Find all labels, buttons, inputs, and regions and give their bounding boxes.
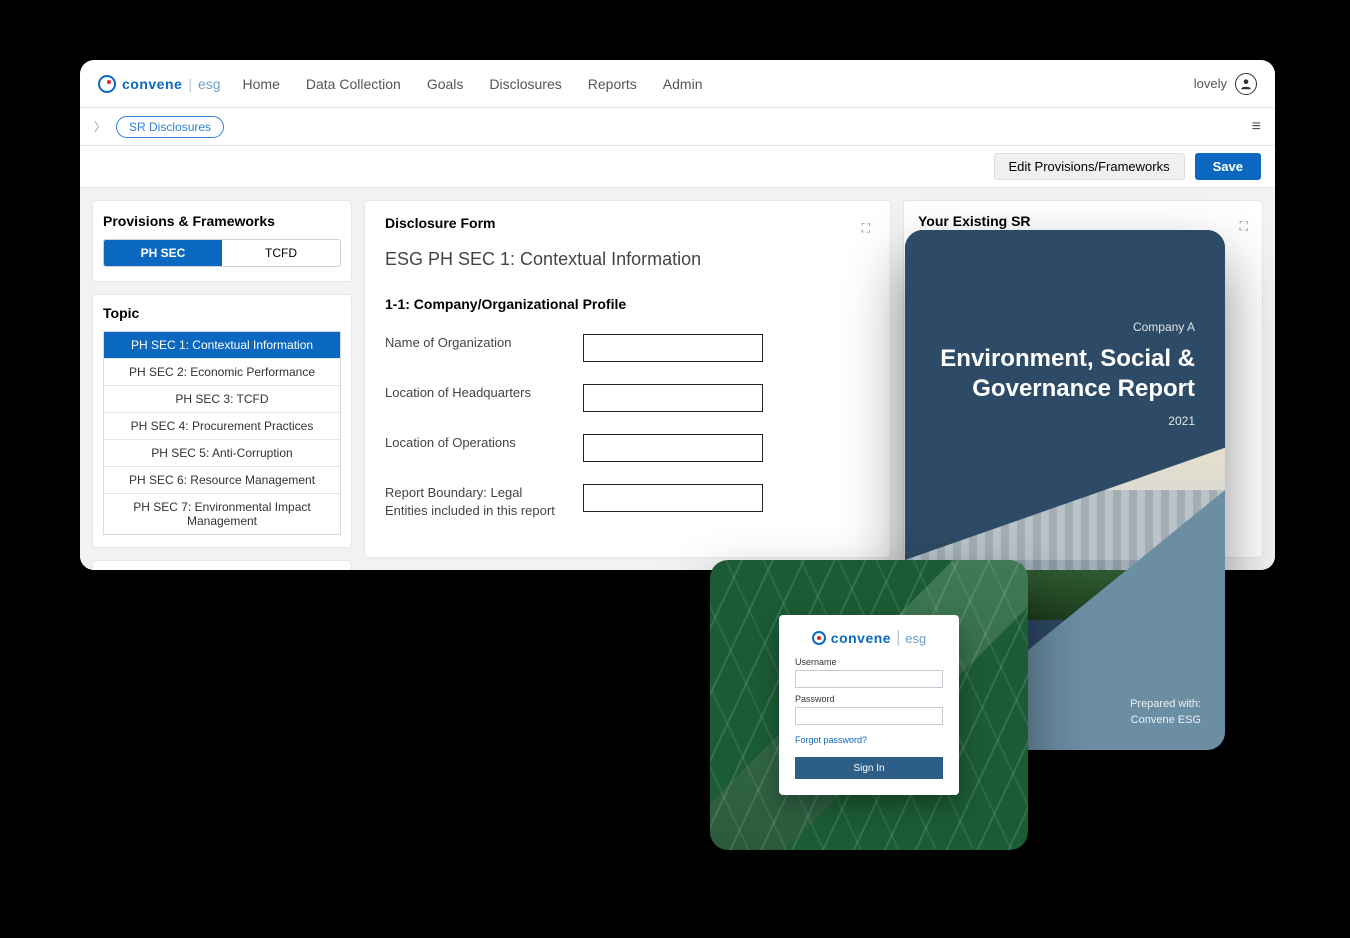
brand-sub: esg	[198, 76, 221, 92]
nav-reports[interactable]: Reports	[588, 76, 637, 92]
label-hq: Location of Headquarters	[385, 384, 565, 402]
nav-data-collection[interactable]: Data Collection	[306, 76, 401, 92]
nav-links: Home Data Collection Goals Disclosures R…	[243, 76, 703, 92]
topic-item-6[interactable]: PH SEC 6: Resource Management	[104, 466, 340, 493]
topic-title: Topic	[103, 305, 341, 321]
topic-item-3[interactable]: PH SEC 3: TCFD	[104, 385, 340, 412]
action-bar: Edit Provisions/Frameworks Save	[80, 146, 1275, 188]
nav-goals[interactable]: Goals	[427, 76, 464, 92]
login-forgot-link[interactable]: Forgot password?	[795, 735, 943, 745]
login-brand-sep: |	[896, 629, 900, 647]
cover-text: Company A Environment, Social & Governan…	[905, 320, 1225, 428]
topic-item-2[interactable]: PH SEC 2: Economic Performance	[104, 358, 340, 385]
hamburger-icon[interactable]: ≡	[1252, 118, 1261, 136]
topic-item-1[interactable]: PH SEC 1: Contextual Information	[104, 332, 340, 358]
cover-foot-1: Prepared with:	[1130, 697, 1201, 712]
expand-icon-right[interactable]: ⛶	[1240, 219, 1248, 234]
login-signin-button[interactable]: Sign In	[795, 757, 943, 779]
edit-provisions-button[interactable]: Edit Provisions/Frameworks	[994, 153, 1185, 180]
form-row-org-name: Name of Organization	[385, 334, 870, 362]
input-boundary[interactable]	[583, 484, 763, 512]
topic-item-4[interactable]: PH SEC 4: Procurement Practices	[104, 412, 340, 439]
breadcrumb-pill[interactable]: SR Disclosures	[116, 116, 224, 138]
pf-tabs: PH SEC TCFD	[103, 239, 341, 267]
login-brand: convene | esg	[795, 629, 943, 647]
login-brand-icon	[812, 631, 826, 645]
login-box: convene | esg Username Password Forgot p…	[779, 615, 959, 795]
disclosure-form-card: Disclosure Form ⛶ ESG PH SEC 1: Contextu…	[364, 200, 891, 558]
user-menu[interactable]: lovely	[1194, 73, 1257, 95]
form-row-hq: Location of Headquarters	[385, 384, 870, 412]
label-boundary: Report Boundary: Legal Entities included…	[385, 484, 565, 519]
save-button[interactable]: Save	[1195, 153, 1261, 180]
expand-icon[interactable]: ⛶	[862, 221, 870, 236]
pf-tab-tcfd[interactable]: TCFD	[222, 240, 340, 266]
topic-card: Topic PH SEC 1: Contextual Information P…	[92, 294, 352, 548]
nav-disclosures[interactable]: Disclosures	[489, 76, 561, 92]
pf-tab-phsec[interactable]: PH SEC	[104, 240, 222, 266]
brand-separator: |	[188, 76, 192, 92]
cover-foot-2: Convene ESG	[1130, 713, 1201, 728]
provisions-frameworks-card: Provisions & Frameworks PH SEC TCFD	[92, 200, 352, 282]
form-row-boundary: Report Boundary: Legal Entities included…	[385, 484, 870, 519]
login-card: convene | esg Username Password Forgot p…	[710, 560, 1028, 850]
nav-admin[interactable]: Admin	[663, 76, 703, 92]
topic-list: PH SEC 1: Contextual Information PH SEC …	[103, 331, 341, 535]
form-header: Disclosure Form	[385, 215, 862, 231]
login-username-label: Username	[795, 657, 943, 667]
user-name: lovely	[1194, 76, 1227, 91]
directory-card: Directory: PH1-1 × Search:	[92, 560, 352, 570]
form-row-ops: Location of Operations	[385, 434, 870, 462]
cover-year: 2021	[935, 414, 1195, 428]
input-hq[interactable]	[583, 384, 763, 412]
input-ops[interactable]	[583, 434, 763, 462]
chevron-right-icon[interactable]: 〉	[94, 118, 106, 135]
avatar-icon	[1235, 73, 1257, 95]
input-org-name[interactable]	[583, 334, 763, 362]
form-section-header: 1-1: Company/Organizational Profile	[385, 296, 870, 312]
login-username-input[interactable]	[795, 670, 943, 688]
existing-sr-header: Your Existing SR	[918, 213, 1240, 229]
form-title: ESG PH SEC 1: Contextual Information	[385, 249, 870, 270]
topic-item-5[interactable]: PH SEC 5: Anti-Corruption	[104, 439, 340, 466]
pf-title: Provisions & Frameworks	[103, 213, 341, 229]
brand-main: convene	[122, 76, 182, 92]
login-brand-sub: esg	[905, 631, 926, 646]
cover-footer: Prepared with: Convene ESG	[1130, 697, 1201, 728]
brand-logo[interactable]: convene | esg	[98, 75, 221, 93]
cover-title: Environment, Social & Governance Report	[935, 344, 1195, 404]
label-org-name: Name of Organization	[385, 334, 565, 352]
login-brand-main: convene	[831, 630, 891, 646]
topbar: convene | esg Home Data Collection Goals…	[80, 60, 1275, 108]
login-password-label: Password	[795, 694, 943, 704]
login-password-input[interactable]	[795, 707, 943, 725]
left-column: Provisions & Frameworks PH SEC TCFD Topi…	[92, 200, 352, 558]
nav-home[interactable]: Home	[243, 76, 280, 92]
cover-company: Company A	[935, 320, 1195, 334]
breadcrumb-bar: 〉 SR Disclosures ≡	[80, 108, 1275, 146]
label-ops: Location of Operations	[385, 434, 565, 452]
brand-icon	[98, 75, 116, 93]
topic-item-7[interactable]: PH SEC 7: Environmental Impact Managemen…	[104, 493, 340, 534]
